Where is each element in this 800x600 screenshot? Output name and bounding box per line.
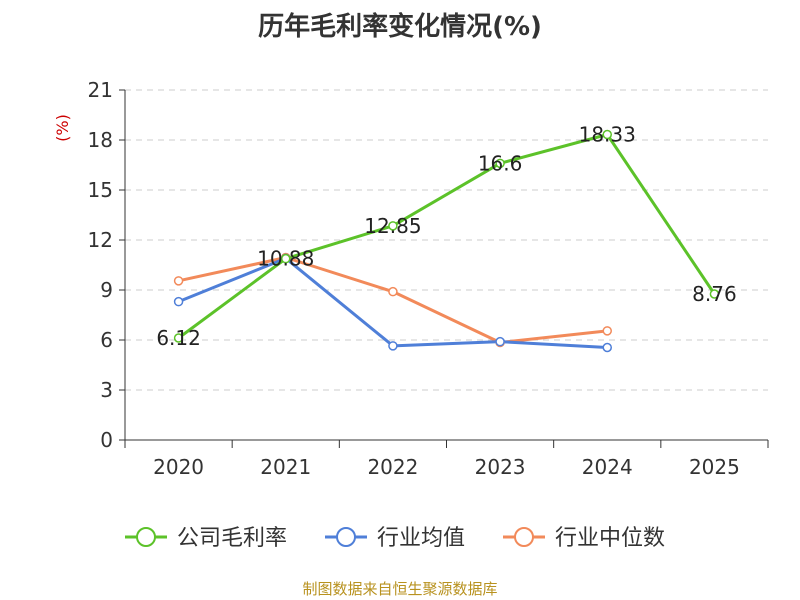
x-tick-label: 2020 — [153, 455, 204, 479]
legend: 公司毛利率 行业均值 行业中位数 — [125, 526, 665, 551]
data-label: 8.76 — [692, 282, 737, 306]
data-labels: 6.12 10.88 12.85 16.6 18.33 8.76 — [156, 123, 736, 351]
data-label: 12.85 — [364, 214, 421, 238]
legend-marker — [336, 527, 356, 547]
data-point — [388, 221, 398, 231]
data-point — [388, 286, 398, 297]
data-label: 18.33 — [579, 123, 636, 147]
x-tick-label: 2024 — [582, 455, 633, 479]
data-label: 16.6 — [478, 151, 523, 175]
legend-label: 行业均值 — [377, 526, 465, 551]
legend-marker — [514, 527, 534, 547]
x-tick-label: 2021 — [260, 455, 311, 479]
data-point — [602, 129, 612, 140]
data-point — [173, 333, 184, 343]
chart-title: 历年毛利率变化情况(%) — [258, 12, 542, 42]
y-tick-label: 18 — [88, 128, 113, 152]
y-tick-label: 3 — [100, 378, 113, 402]
grid-lines — [125, 89, 768, 391]
data-point — [709, 289, 720, 299]
x-tick-label: 2025 — [689, 455, 740, 479]
legend-label: 公司毛利率 — [177, 526, 287, 551]
source-note: 制图数据来自恒生聚源数据库 — [302, 580, 498, 598]
y-tick-label: 15 — [88, 178, 113, 202]
series-line — [177, 133, 716, 340]
data-point — [602, 326, 612, 336]
data-point — [495, 158, 505, 169]
data-point — [388, 341, 398, 351]
data-point — [173, 276, 184, 286]
series-line — [178, 256, 608, 344]
x-tick-label: 2023 — [475, 455, 526, 479]
y-tick-label: 9 — [100, 278, 113, 302]
y-tick-label: 12 — [88, 228, 113, 252]
series-group — [173, 129, 720, 353]
y-tick-label: 0 — [100, 428, 113, 452]
data-point — [173, 296, 184, 307]
data-point — [281, 253, 291, 264]
legend-marker — [136, 527, 156, 547]
y-axis-unit: (%) — [53, 114, 72, 142]
x-tick-label: 2022 — [367, 455, 418, 479]
series-line — [178, 256, 608, 349]
y-tick-label: 21 — [88, 78, 113, 102]
data-point — [602, 342, 612, 353]
data-point — [495, 336, 505, 347]
data-label: 10.88 — [257, 247, 314, 271]
legend-label: 行业中位数 — [555, 526, 665, 551]
axes: 0 3 6 9 12 15 18 21 2020 2021 2022 2023 2024 2025 — [88, 78, 769, 479]
data-label: 6.12 — [156, 326, 201, 350]
y-tick-label: 6 — [100, 328, 113, 352]
